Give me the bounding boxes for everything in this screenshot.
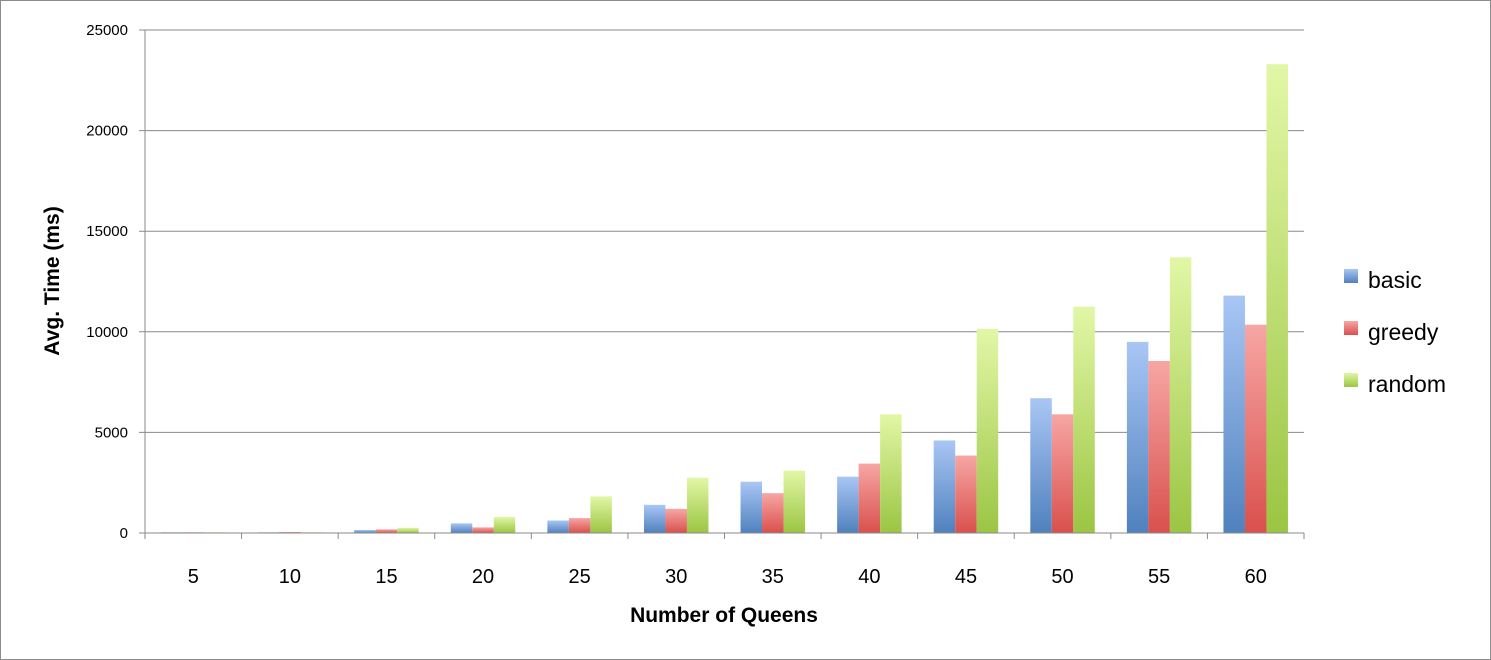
bar-random-35 xyxy=(783,470,806,533)
bar-basic-60 xyxy=(1223,295,1245,533)
bar-greedy-45 xyxy=(955,455,977,533)
axes xyxy=(144,30,1305,539)
x-tick-label: 60 xyxy=(1245,566,1267,588)
bar-greedy-60 xyxy=(1244,324,1267,533)
x-tick-label: 50 xyxy=(1051,566,1073,588)
x-tick-label: 5 xyxy=(188,566,199,588)
bar-basic-35 xyxy=(740,481,763,533)
x-tick-label: 35 xyxy=(762,566,784,588)
bar-basic-50 xyxy=(1030,398,1052,533)
bar-basic-45 xyxy=(933,440,956,533)
bar-greedy-50 xyxy=(1051,414,1074,533)
bar-random-40 xyxy=(880,414,902,533)
bar-greedy-25 xyxy=(568,518,591,533)
x-tick-labels: 5 10 15 20 25 30 35 40 45 50 55 60 xyxy=(188,566,1267,588)
bar-greedy-30 xyxy=(665,508,687,533)
bar-greedy-10 xyxy=(279,531,301,533)
y-tick-label: 10000 xyxy=(86,324,128,341)
legend-swatch-greedy xyxy=(1344,321,1358,335)
bar-basic-40 xyxy=(837,476,859,533)
y-axis-title: Avg. Time (ms) xyxy=(41,206,64,355)
bar-random-20 xyxy=(493,516,516,533)
x-tick-label: 20 xyxy=(472,566,494,588)
bar-greedy-15 xyxy=(375,529,398,533)
legend-swatch-basic xyxy=(1344,269,1358,283)
bar-random-50 xyxy=(1073,306,1095,533)
x-tick-label: 25 xyxy=(569,566,591,588)
bar-random-45 xyxy=(976,328,999,533)
legend-label-random: random xyxy=(1368,371,1446,397)
y-tick-labels: 0 5000 10000 15000 20000 25000 xyxy=(86,22,128,542)
y-tick-label: 20000 xyxy=(86,123,128,140)
y-tick-label: 0 xyxy=(120,525,128,542)
x-tick-label: 45 xyxy=(955,566,977,588)
bar-random-25 xyxy=(590,496,612,533)
bar-basic-30 xyxy=(643,504,666,533)
bar-basic-20 xyxy=(450,523,473,533)
bars xyxy=(161,64,1288,533)
y-tick-label: 5000 xyxy=(95,424,128,441)
x-axis-title: Number of Queens xyxy=(630,604,818,627)
bar-greedy-55 xyxy=(1148,360,1170,533)
bar-basic-25 xyxy=(547,520,569,533)
x-tick-label: 30 xyxy=(665,566,687,588)
x-tick-label: 40 xyxy=(858,566,880,588)
legend-swatch-random xyxy=(1344,373,1358,387)
bar-greedy-40 xyxy=(858,463,881,533)
legend: basic greedy random xyxy=(1344,267,1446,397)
bar-basic-15 xyxy=(354,529,376,533)
y-tick-label: 15000 xyxy=(86,223,128,240)
x-tick-label: 55 xyxy=(1148,566,1170,588)
bar-random-55 xyxy=(1169,257,1192,533)
bar-greedy-35 xyxy=(762,493,784,533)
bar-greedy-20 xyxy=(472,527,494,533)
bar-basic-55 xyxy=(1126,341,1149,533)
x-tick-label: 15 xyxy=(375,566,397,588)
y-tick-label: 25000 xyxy=(86,22,128,39)
bar-random-15 xyxy=(397,527,419,533)
bar-random-60 xyxy=(1266,64,1288,533)
legend-label-greedy: greedy xyxy=(1368,319,1439,345)
bar-random-30 xyxy=(686,477,709,533)
x-tick-label: 10 xyxy=(279,566,301,588)
legend-label-basic: basic xyxy=(1368,267,1422,293)
